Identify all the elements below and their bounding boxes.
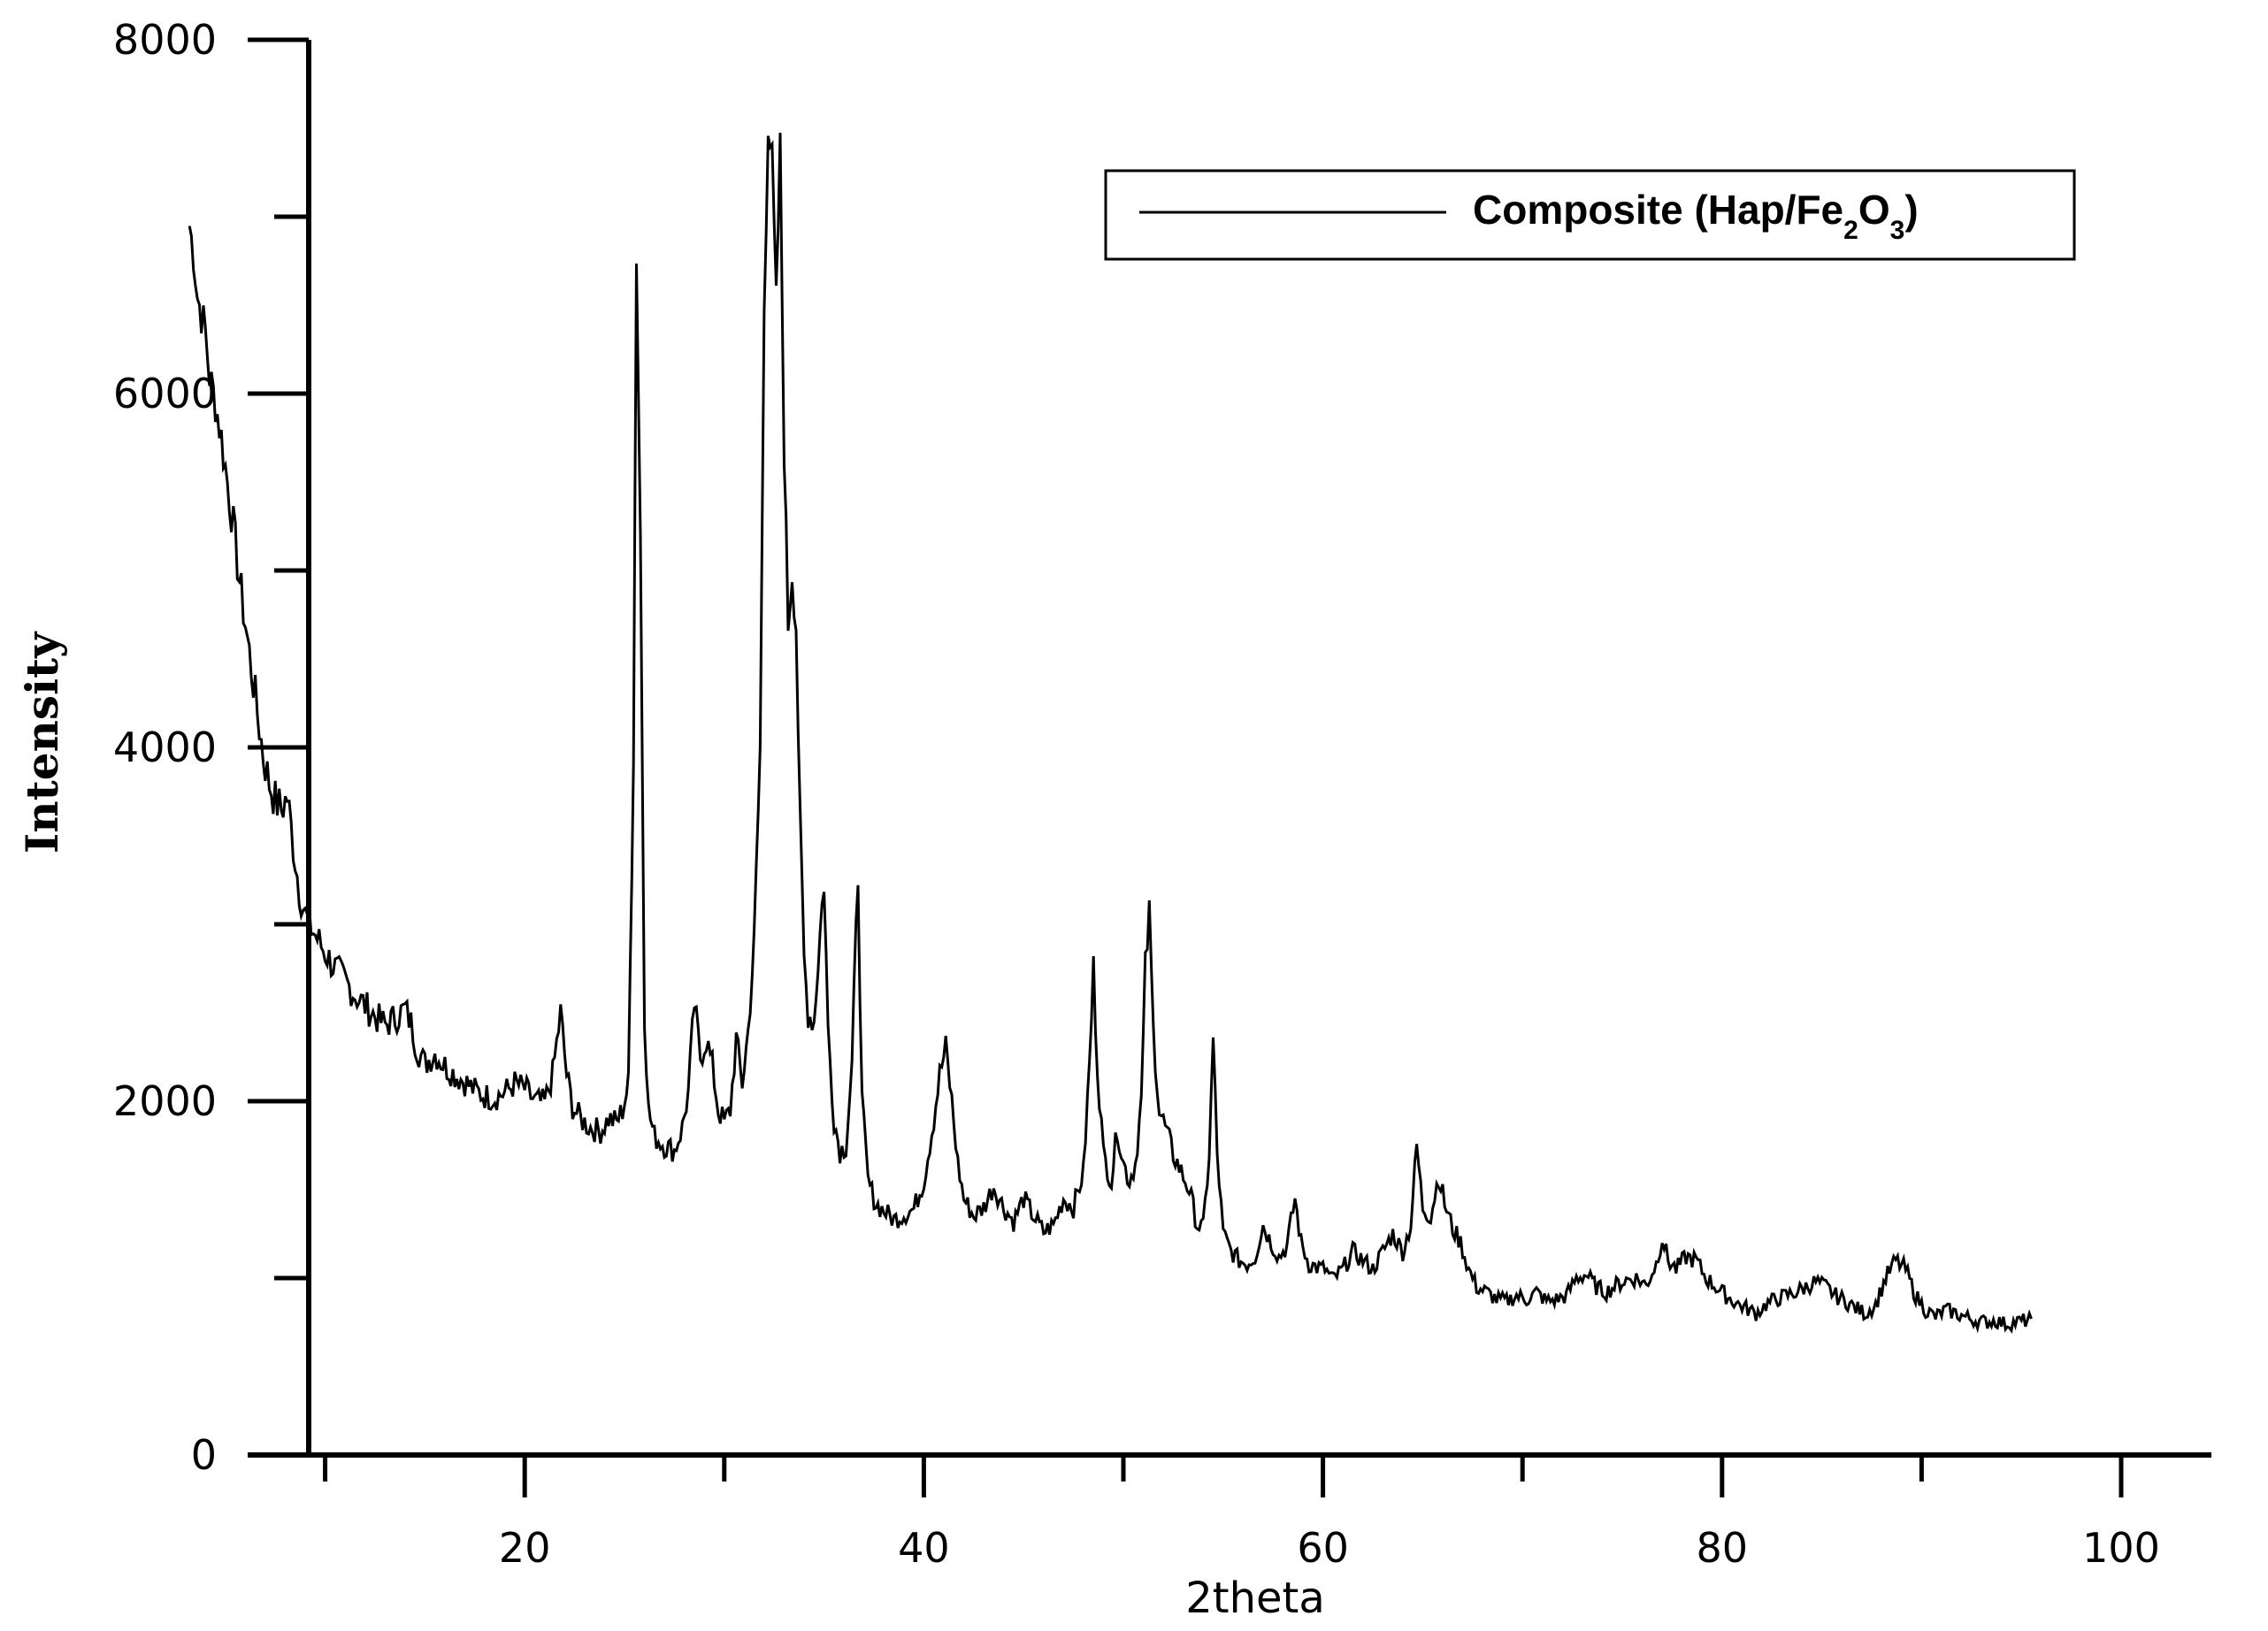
legend-label-mid: O [1858,187,1890,233]
y-tick-label: 0 [191,1431,217,1479]
y-tick-label: 4000 [113,724,217,771]
legend-label-close: ) [1904,187,1918,233]
x-tick-label: 80 [1697,1524,1749,1572]
y-tick-label: 8000 [113,16,217,64]
y-tick-label: 6000 [113,370,217,417]
x-ticks: 20 40 60 80 100 [323,1455,2160,1572]
series-line [188,133,2033,1334]
x-tick-label: 60 [1297,1524,1349,1572]
legend-label-sub1: 2 [1843,216,1858,245]
x-tick-label: 20 [499,1524,551,1572]
legend-label-main: Composite (Hap/Fe [1473,187,1843,233]
legend-box [1104,169,2076,261]
legend: Composite (Hap/Fe2O3) [1104,169,2076,261]
x-tick-label: 40 [898,1524,950,1572]
legend-label: Composite (Hap/Fe2O3) [1473,187,1919,245]
y-ticks: 0 2000 4000 6000 8000 [113,16,309,1479]
y-tick-label: 2000 [113,1077,217,1125]
x-tick-label: 100 [2082,1524,2160,1572]
series-group [188,133,2033,1334]
y-axis-title: Intensity [16,631,68,854]
x-axis-title: 2theta [1185,1574,1325,1623]
legend-label-sub2: 3 [1890,216,1905,245]
